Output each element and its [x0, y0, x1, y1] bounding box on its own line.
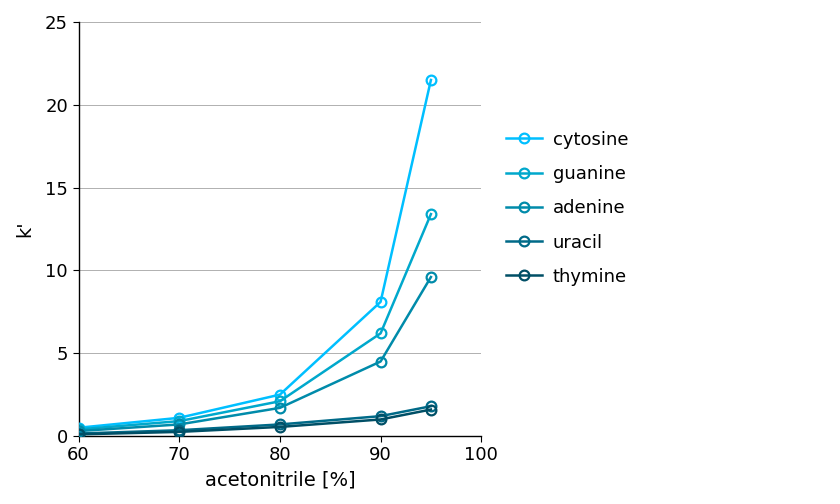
thymine [174, 429, 184, 435]
cytosine [174, 415, 184, 421]
guanine [426, 211, 436, 217]
adenine [275, 405, 285, 411]
uracil [426, 403, 436, 409]
cytosine [375, 299, 386, 305]
cytosine [426, 77, 436, 83]
guanine [375, 330, 386, 336]
Line: adenine: adenine [74, 272, 436, 436]
adenine [375, 358, 386, 364]
guanine [275, 398, 285, 404]
Line: cytosine: cytosine [74, 75, 436, 432]
uracil [375, 413, 386, 419]
adenine [426, 274, 436, 280]
cytosine [275, 392, 285, 398]
adenine [73, 428, 83, 434]
thymine [426, 407, 436, 413]
Legend: cytosine, guanine, adenine, uracil, thymine: cytosine, guanine, adenine, uracil, thym… [498, 123, 635, 293]
guanine [73, 426, 83, 432]
cytosine [73, 425, 83, 431]
thymine [275, 424, 285, 430]
thymine [375, 416, 386, 422]
uracil [275, 421, 285, 427]
uracil [174, 427, 184, 433]
Y-axis label: k': k' [15, 221, 34, 237]
Line: uracil: uracil [74, 401, 436, 438]
Line: thymine: thymine [74, 405, 436, 439]
thymine [73, 431, 83, 437]
X-axis label: acetonitrile [%]: acetonitrile [%] [205, 470, 355, 489]
adenine [174, 421, 184, 427]
guanine [174, 418, 184, 424]
Line: guanine: guanine [74, 209, 436, 434]
uracil [73, 430, 83, 436]
